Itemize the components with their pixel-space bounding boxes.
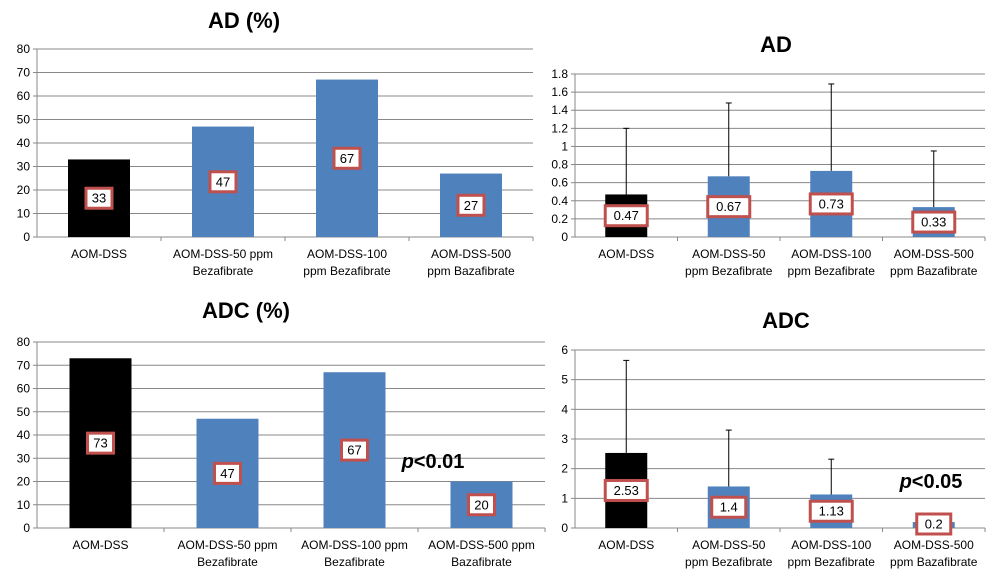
y-tick-label: 3 — [561, 432, 568, 446]
data-label: 2.53 — [614, 483, 639, 498]
data-label-box — [332, 146, 362, 170]
y-tick-label: 40 — [17, 136, 31, 150]
y-tick-label: 0 — [561, 230, 568, 244]
y-tick-label: 80 — [17, 335, 31, 349]
y-tick-label: 70 — [17, 66, 31, 80]
y-tick-label: 0 — [23, 230, 30, 244]
data-label-box — [710, 495, 748, 519]
data-label-box — [208, 170, 238, 194]
significance-annotation: p<0.05 — [899, 471, 963, 493]
data-label-box — [340, 438, 369, 462]
data-label: 73 — [93, 436, 107, 451]
x-category-label: AOM-DSS — [72, 538, 128, 552]
chart-2: AD 0 0.2 0.4 0.6 0.8 1 1.2 1.4 1.6 1.8 0.47 AOM-DSS 0… — [551, 32, 986, 278]
data-label-box — [915, 512, 953, 536]
y-tick-label: 1.8 — [551, 67, 568, 81]
significance-annotation: p<0.01 — [401, 451, 465, 473]
data-label-box — [456, 193, 486, 217]
x-category-label: AOM-DSS-100 ppm Bezafibrate — [788, 247, 876, 278]
y-tick-label: 0.6 — [551, 176, 568, 190]
data-label-box — [808, 192, 854, 216]
y-tick-label: 0.2 — [551, 212, 568, 226]
y-tick-label: 1 — [561, 139, 568, 153]
data-label: 47 — [216, 174, 230, 189]
chart-title: AD — [760, 32, 792, 57]
y-tick-label: 40 — [17, 428, 31, 442]
y-tick-label: 50 — [17, 113, 31, 127]
chart-title: ADC — [762, 308, 810, 333]
x-category-label: AOM-DSS-500 ppm Bazafibrate — [427, 247, 515, 278]
y-tick-label: 20 — [17, 183, 31, 197]
data-label-box — [808, 499, 854, 523]
y-tick-label: 0 — [23, 521, 30, 535]
data-label-box — [706, 195, 752, 219]
x-category-label: AOM-DSS — [71, 247, 127, 261]
x-category-label: AOM-DSS-50 ppm Bezafibrate — [685, 247, 773, 278]
x-category-label: AOM-DSS-100 ppm Bezafibrate — [303, 247, 391, 278]
chart-title: ADC (%) — [202, 298, 290, 323]
chart-4: ADC 0 1 2 3 4 5 6 2.53 AOM-DSS 1.4 AOM-DSS-50 ppm Be… — [561, 308, 986, 569]
x-category-label: AOM-DSS-500 ppm Bazafibrate — [890, 538, 978, 569]
data-label: 0.73 — [819, 196, 844, 211]
y-tick-label: 1.2 — [551, 121, 568, 135]
data-label: 47 — [220, 466, 234, 481]
y-tick-label: 1.4 — [551, 103, 568, 117]
y-tick-label: 0 — [561, 521, 568, 535]
data-label-box — [603, 478, 649, 502]
y-tick-label: 50 — [17, 405, 31, 419]
x-category-label: AOM-DSS-500 ppm Bazafibrate — [428, 538, 535, 569]
x-category-label: AOM-DSS-100 ppm Bezafibrate — [301, 538, 408, 569]
data-label: 1.13 — [819, 504, 844, 519]
data-label: 20 — [474, 497, 488, 512]
chart-3: ADC (%) 0 10 20 30 40 50 60 70 80 73 AOM-DSS 47 AOM-D… — [17, 298, 546, 569]
y-tick-label: 30 — [17, 160, 31, 174]
y-tick-label: 4 — [561, 402, 568, 416]
data-label: 0.33 — [921, 215, 946, 230]
x-category-label: AOM-DSS — [598, 247, 654, 261]
y-tick-label: 0.4 — [551, 194, 568, 208]
data-label-box — [86, 431, 115, 455]
x-category-label: AOM-DSS-50 ppm Bezafibrate — [177, 538, 277, 569]
y-tick-label: 1.6 — [551, 85, 568, 99]
data-label: 0.2 — [925, 517, 943, 532]
y-tick-label: 1 — [561, 491, 568, 505]
y-tick-label: 6 — [561, 343, 568, 357]
y-tick-label: 60 — [17, 382, 31, 396]
y-tick-label: 70 — [17, 358, 31, 372]
data-label-box — [467, 493, 496, 517]
data-label: 67 — [340, 151, 354, 166]
data-label-box — [84, 186, 114, 210]
data-label: 67 — [347, 443, 361, 458]
y-tick-label: 20 — [17, 475, 31, 489]
x-category-label: AOM-DSS-50 ppm Bezafibrate — [173, 247, 273, 278]
data-label: 1.4 — [720, 500, 738, 515]
data-label: 0.67 — [716, 199, 741, 214]
y-tick-label: 30 — [17, 451, 31, 465]
chart-1: AD (%) 0 10 20 30 40 50 60 70 80 33 AOM-DSS 47 AOM-DS… — [17, 8, 534, 278]
y-tick-label: 0.8 — [551, 158, 568, 172]
y-tick-label: 2 — [561, 462, 568, 476]
data-label-box — [213, 461, 242, 485]
data-label-box — [603, 204, 649, 228]
data-label: 27 — [464, 198, 478, 213]
data-label: 33 — [92, 191, 106, 206]
y-tick-label: 60 — [17, 89, 31, 103]
y-tick-label: 5 — [561, 373, 568, 387]
x-category-label: AOM-DSS — [598, 538, 654, 552]
x-category-label: AOM-DSS-50 ppm Bezafibrate — [685, 538, 773, 569]
chart-title: AD (%) — [208, 8, 280, 33]
y-tick-label: 80 — [17, 42, 31, 56]
y-tick-label: 10 — [17, 498, 31, 512]
x-category-label: AOM-DSS-500 ppm Bazafibrate — [890, 247, 978, 278]
x-category-label: AOM-DSS-100 ppm Bezafibrate — [788, 538, 876, 569]
data-label-box — [911, 210, 957, 234]
y-tick-label: 10 — [17, 207, 31, 221]
data-label: 0.47 — [614, 208, 639, 223]
